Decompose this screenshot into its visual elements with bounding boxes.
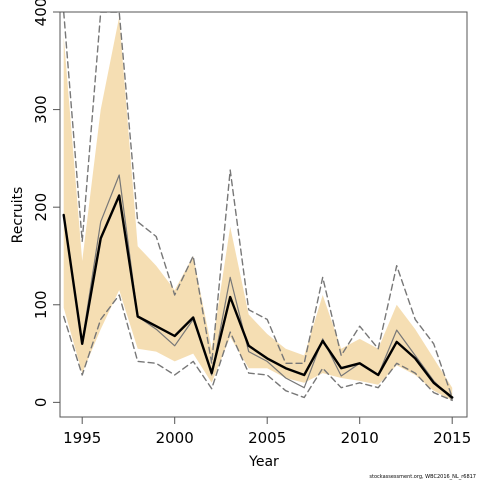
y-tick-label: 300 — [32, 95, 50, 124]
x-tick-label: 2010 — [341, 429, 379, 447]
y-axis: 0 100 200 300 400 — [32, 0, 60, 407]
x-tick-label: 2000 — [156, 429, 194, 447]
plot-area — [62, 12, 454, 402]
y-tick-label: 0 — [32, 398, 50, 408]
series-line-1 — [62, 194, 454, 399]
series-line-2 — [63, 174, 453, 400]
y-tick-label: 100 — [32, 290, 50, 319]
x-axis: 1995 2000 2005 2010 2015 — [63, 416, 471, 447]
y-axis-title: Recruits — [10, 187, 26, 244]
x-tick-label: 2015 — [433, 429, 471, 447]
confidence-band — [63, 16, 453, 401]
y-tick-label: 400 — [32, 0, 50, 26]
x-tick-label: 2005 — [248, 429, 286, 447]
x-tick-label: 1995 — [63, 429, 101, 447]
footer-note: stockassessment.org, WBC2016_NL_r6817 — [369, 474, 476, 480]
series-line-4 — [63, 294, 453, 402]
series-line-3 — [63, 12, 453, 399]
y-tick-label: 200 — [32, 193, 50, 222]
x-axis-title: Year — [248, 454, 279, 470]
